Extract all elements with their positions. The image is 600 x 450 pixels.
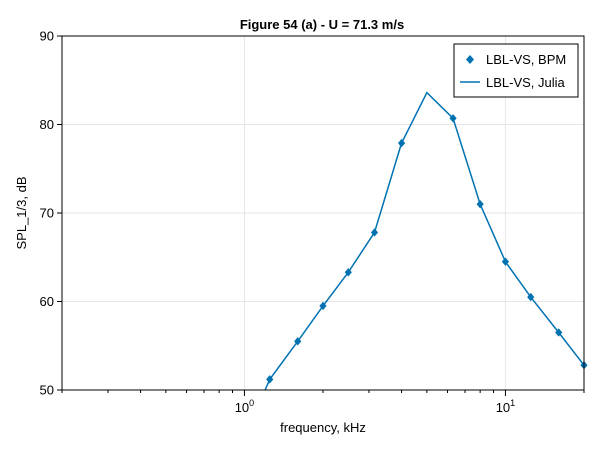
legend-marker-diamond-icon [466,55,474,64]
series-line-julia [264,91,584,390]
data-point-bpm [449,114,457,123]
data-point-bpm [527,292,535,302]
x-axis-label: frequency, kHz [280,420,366,435]
series-layer [264,91,588,390]
y-tick-label: 90 [40,29,54,44]
data-point-bpm [319,301,327,311]
ticks: 50 60 70 80 90 100 101 [40,29,585,415]
data-point-bpm [370,228,379,237]
data-point-bpm [555,328,563,337]
data-point-bpm [294,337,302,346]
legend: LBL-VS, BPM LBL-VS, Julia [453,43,579,98]
legend-box [453,43,579,98]
y-tick-label: 80 [40,117,54,132]
y-tick-label: 70 [40,206,54,221]
data-point-bpm [266,375,274,384]
y-tick-label: 50 [40,383,54,398]
data-point-bpm [476,199,484,209]
y-axis-label: SPL_1/3, dB [14,177,29,250]
chart-title: Figure 54 (a) - U = 71.3 m/s [240,17,404,32]
data-point-bpm [501,257,510,266]
data-point-bpm [344,268,352,277]
legend-label-julia: LBL-VS, Julia [486,75,566,90]
x-tick-label: 100 [235,398,254,415]
y-tick-label: 60 [40,294,54,309]
x-tick-label: 101 [496,398,515,415]
legend-label-bpm: LBL-VS, BPM [486,52,566,67]
data-point-bpm [397,138,406,148]
